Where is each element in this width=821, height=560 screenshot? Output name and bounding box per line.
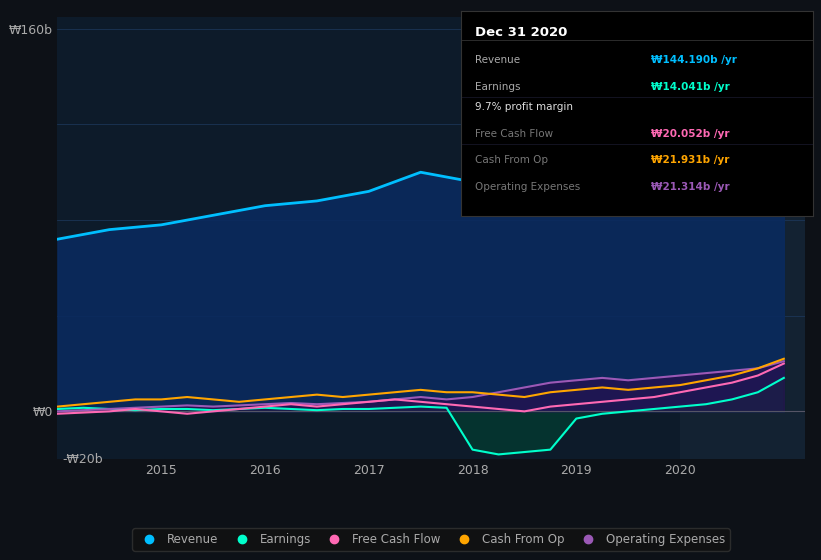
Text: Operating Expenses: Operating Expenses <box>475 182 580 192</box>
Text: Cash From Op: Cash From Op <box>475 156 548 165</box>
Text: Earnings: Earnings <box>475 82 521 92</box>
Text: Free Cash Flow: Free Cash Flow <box>475 129 553 139</box>
Text: Dec 31 2020: Dec 31 2020 <box>475 26 568 39</box>
Text: -₩20b: -₩20b <box>62 452 103 466</box>
Text: ₩14.041b /yr: ₩14.041b /yr <box>651 82 730 92</box>
Text: ₩144.190b /yr: ₩144.190b /yr <box>651 55 737 66</box>
Text: ₩21.931b /yr: ₩21.931b /yr <box>651 156 730 165</box>
Text: ₩20.052b /yr: ₩20.052b /yr <box>651 129 730 139</box>
Legend: Revenue, Earnings, Free Cash Flow, Cash From Op, Operating Expenses: Revenue, Earnings, Free Cash Flow, Cash … <box>132 528 730 550</box>
Text: 9.7% profit margin: 9.7% profit margin <box>475 102 573 112</box>
Text: ₩21.314b /yr: ₩21.314b /yr <box>651 182 730 192</box>
Text: Revenue: Revenue <box>475 55 521 66</box>
Bar <box>680 17 805 459</box>
